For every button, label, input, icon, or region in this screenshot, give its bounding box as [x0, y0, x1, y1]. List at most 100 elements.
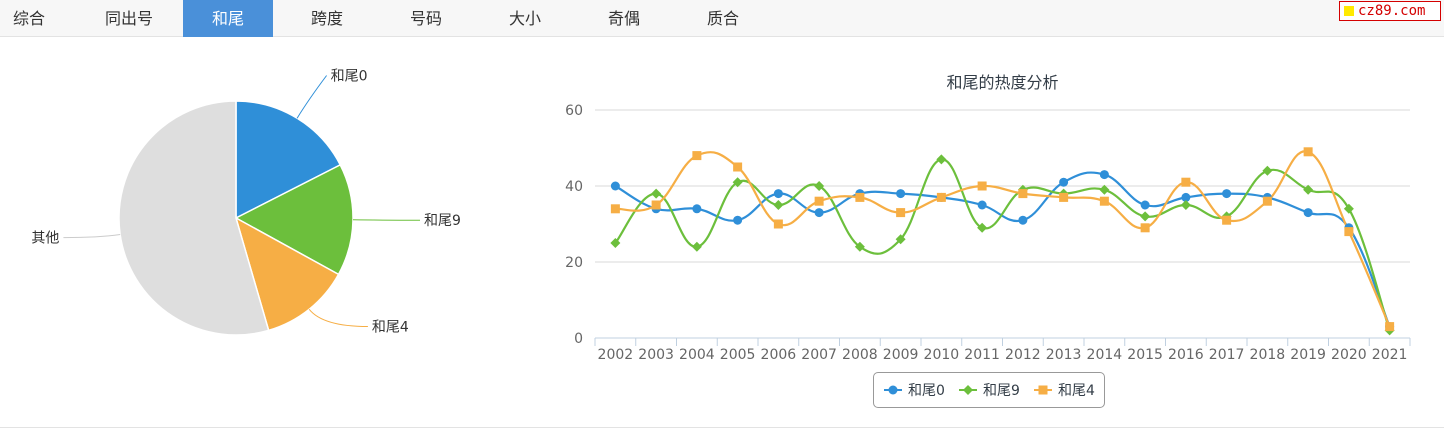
data-point-2-4[interactable] — [773, 219, 783, 229]
x-tick-label-13: 2015 — [1127, 347, 1163, 363]
legend-label-0: 和尾0 — [908, 383, 945, 399]
data-point-2-10[interactable] — [1018, 189, 1028, 199]
data-point-1-7[interactable] — [895, 234, 906, 245]
data-point-0-7[interactable] — [896, 189, 906, 199]
tab-span[interactable]: 跨度 — [310, 9, 343, 28]
data-point-0-2[interactable] — [692, 204, 702, 214]
pie-connector-2 — [308, 308, 368, 327]
pie-slice-3[interactable] — [118, 100, 270, 336]
x-tick-label-1: 2003 — [638, 347, 674, 363]
data-point-1-13[interactable] — [1140, 211, 1151, 222]
data-point-1-1[interactable] — [651, 188, 662, 199]
x-tick-label-16: 2018 — [1250, 347, 1286, 363]
chart-legend: 和尾0 和尾9 和尾4 — [873, 372, 1105, 408]
data-point-1-12[interactable] — [1099, 184, 1110, 195]
pie-connector-3 — [63, 234, 121, 239]
x-tick-label-14: 2016 — [1168, 347, 1204, 363]
x-tick-label-9: 2011 — [964, 347, 1000, 363]
data-point-1-14[interactable] — [1180, 200, 1191, 210]
data-point-0-13[interactable] — [1140, 200, 1150, 210]
legend-marker-1[interactable] — [963, 385, 973, 395]
pie-chart: 和尾0 和尾9 和尾4 其他 — [31, 69, 461, 336]
data-point-2-9[interactable] — [977, 181, 987, 191]
data-point-2-13[interactable] — [1140, 223, 1150, 233]
data-point-0-9[interactable] — [977, 200, 987, 210]
data-point-0-12[interactable] — [1099, 170, 1109, 180]
data-point-0-14[interactable] — [1181, 192, 1191, 202]
legend-marker-0[interactable] — [888, 385, 898, 395]
data-point-1-5[interactable] — [814, 181, 825, 191]
tab-odd-even[interactable]: 奇偶 — [607, 9, 640, 28]
data-point-2-1[interactable] — [651, 200, 661, 210]
pie-label-3: 其他 — [31, 231, 59, 247]
data-point-0-5[interactable] — [814, 208, 824, 218]
data-point-2-17[interactable] — [1303, 147, 1313, 157]
data-point-0-11[interactable] — [1059, 177, 1069, 187]
legend-item-2[interactable]: 和尾4 — [1034, 383, 1095, 399]
data-point-1-3[interactable] — [732, 177, 743, 188]
y-tick-label-1: 20 — [565, 255, 583, 271]
data-point-0-3[interactable] — [733, 215, 743, 225]
data-point-2-14[interactable] — [1181, 177, 1191, 187]
legend-label-1: 和尾9 — [983, 383, 1020, 399]
x-tick-label-19: 2021 — [1372, 347, 1408, 363]
data-point-1-0[interactable] — [610, 238, 621, 248]
site-badge[interactable]: cz89.com — [1339, 1, 1441, 21]
data-point-2-0[interactable] — [610, 204, 620, 214]
data-point-0-0[interactable] — [610, 181, 620, 191]
tab-overview[interactable]: 综合 — [12, 9, 45, 28]
data-point-1-2[interactable] — [691, 241, 702, 252]
data-point-1-18[interactable] — [1343, 203, 1354, 214]
tab-big-small[interactable]: 大小 — [508, 9, 541, 28]
pie-slice-0[interactable] — [235, 100, 342, 220]
data-point-2-5[interactable] — [814, 196, 824, 206]
pie-slice-2[interactable] — [234, 216, 340, 332]
tab-prime-composite[interactable]: 质合 — [706, 9, 739, 28]
x-tick-label-10: 2012 — [1005, 347, 1041, 363]
x-tick-label-18: 2020 — [1331, 347, 1367, 363]
x-tick-label-6: 2008 — [842, 347, 878, 363]
data-point-0-17[interactable] — [1303, 208, 1313, 218]
data-point-2-8[interactable] — [936, 192, 946, 202]
data-point-2-18[interactable] — [1344, 227, 1354, 237]
data-point-2-6[interactable] — [855, 192, 865, 202]
y-tick-label-3: 60 — [565, 103, 583, 119]
pie-slice-1[interactable] — [234, 163, 354, 276]
site-badge-text: cz89.com — [1358, 3, 1426, 19]
tab-bar: 综合 同出号 和尾 跨度 号码 大小 奇偶 质合 cz89.com — [0, 0, 1444, 37]
data-point-2-16[interactable] — [1262, 196, 1272, 206]
legend-item-1[interactable]: 和尾9 — [959, 383, 1020, 399]
data-point-0-15[interactable] — [1222, 189, 1232, 199]
data-point-0-4[interactable] — [773, 189, 783, 199]
tab-number[interactable]: 号码 — [409, 9, 442, 28]
data-point-2-2[interactable] — [692, 151, 702, 161]
legend-marker-2[interactable] — [1038, 385, 1048, 395]
legend-item-0[interactable]: 和尾0 — [884, 383, 945, 399]
x-tick-label-7: 2009 — [883, 347, 919, 363]
badge-square-icon — [1344, 6, 1354, 16]
data-point-2-11[interactable] — [1059, 192, 1069, 202]
y-tick-label-2: 40 — [565, 179, 583, 195]
data-point-0-10[interactable] — [1018, 215, 1028, 225]
data-point-2-7[interactable] — [896, 208, 906, 218]
data-point-2-3[interactable] — [733, 162, 743, 172]
line-chart-title: 和尾的热度分析 — [946, 73, 1058, 92]
legend-label-2: 和尾4 — [1058, 383, 1095, 399]
data-point-1-9[interactable] — [977, 222, 988, 233]
y-tick-label-0: 0 — [574, 331, 583, 347]
data-point-2-12[interactable] — [1099, 196, 1109, 206]
data-point-1-6[interactable] — [854, 241, 865, 252]
x-tick-label-3: 2005 — [720, 347, 756, 363]
x-tick-label-17: 2019 — [1290, 347, 1326, 363]
data-point-1-17[interactable] — [1303, 184, 1314, 195]
data-point-1-8[interactable] — [936, 154, 947, 165]
data-point-1-4[interactable] — [773, 200, 784, 210]
pie-label-1: 和尾9 — [424, 213, 461, 229]
pie-label-0: 和尾0 — [331, 69, 368, 85]
series-line-2 — [615, 150, 1391, 328]
data-point-2-19[interactable] — [1385, 322, 1395, 332]
tab-sum-tail[interactable]: 和尾 — [183, 0, 273, 37]
data-point-2-15[interactable] — [1222, 215, 1232, 225]
tab-same-numbers[interactable]: 同出号 — [104, 9, 153, 28]
data-point-1-16[interactable] — [1262, 165, 1273, 176]
